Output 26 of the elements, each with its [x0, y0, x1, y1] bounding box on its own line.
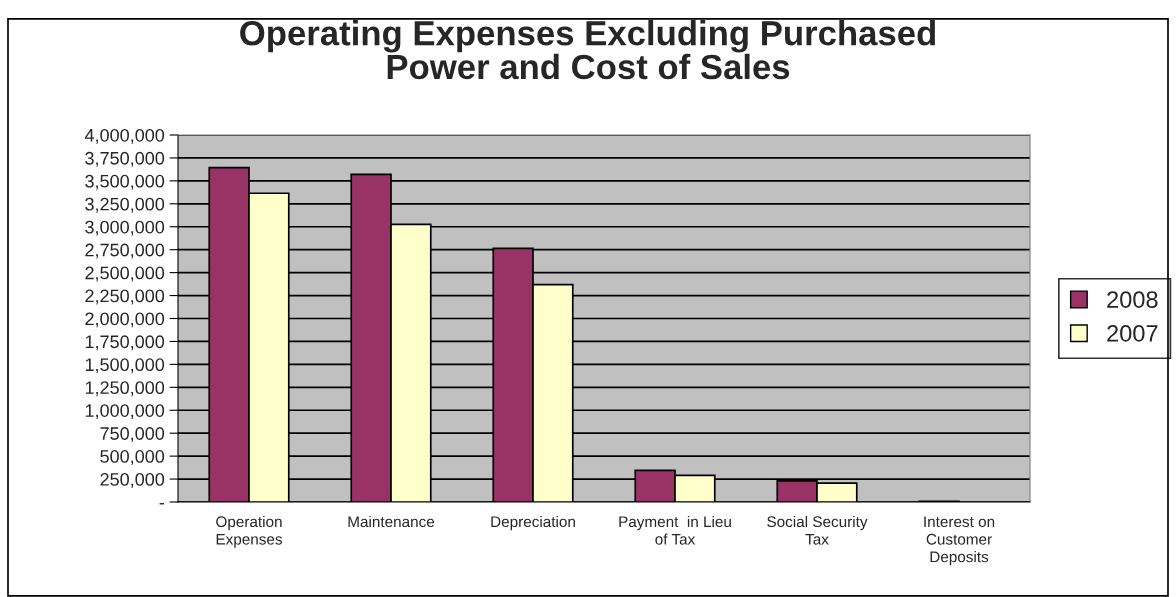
- x-tick-label: Operation Expenses: [216, 515, 282, 548]
- y-tick-label: 3,250,000: [85, 197, 165, 213]
- chart-title: Operating Expenses Excluding Purchased Power and Cost of Sales: [240, 20, 935, 80]
- y-tick-label: 3,500,000: [85, 174, 165, 190]
- x-tick-label: Payment in Lieu of Tax: [619, 515, 731, 545]
- y-tick-label: -: [159, 503, 164, 505]
- x-tick-label: Depreciation: [491, 515, 575, 531]
- y-tick-label: 1,000,000: [85, 404, 165, 420]
- legend-label: 2007: [1107, 325, 1158, 342]
- y-tick-label: 1,750,000: [85, 335, 165, 351]
- y-tick-label: 2,000,000: [85, 312, 165, 328]
- y-tick-label: 3,750,000: [85, 151, 165, 167]
- x-tick-label: Social Security Tax: [767, 515, 868, 545]
- y-tick-label: 1,250,000: [85, 381, 165, 397]
- x-tick-label: Maintenance: [348, 515, 435, 528]
- y-tick-label: 750,000: [100, 427, 165, 443]
- y-tick-label: 2,750,000: [85, 243, 165, 259]
- y-tick-label: 2,250,000: [85, 289, 165, 305]
- y-tick-label: 250,000: [100, 473, 165, 488]
- y-tick-label: 2,500,000: [85, 266, 165, 282]
- y-tick-label: 3,000,000: [85, 220, 165, 236]
- x-tick-label: Interest on Customer Deposits: [924, 516, 995, 566]
- y-tick-label: 500,000: [100, 450, 165, 465]
- y-tick-label: 4,000,000: [84, 128, 165, 144]
- y-tick-label: 1,500,000: [85, 358, 165, 374]
- legend-label: 2008: [1107, 291, 1158, 308]
